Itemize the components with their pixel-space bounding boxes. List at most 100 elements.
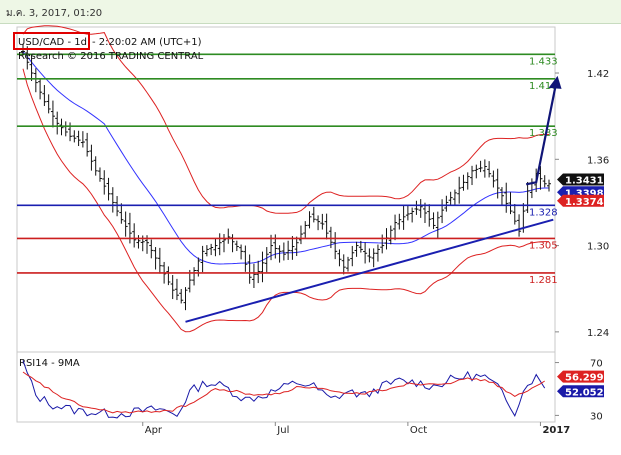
price-bar [72,130,77,143]
level-label: 1.305 [529,240,558,251]
level-label: 1.416 [529,81,558,92]
price-bar [508,192,513,215]
rsi-value-tag-box [557,370,604,383]
price-bar [401,206,406,230]
price-bars [21,43,551,311]
price-bar [166,266,171,286]
price-bar [298,225,303,245]
rsi-y-tick-label: 70 [590,359,603,370]
price-bar [525,181,530,214]
price-bar [367,248,372,263]
x-tick-label: Jul [276,425,289,436]
price-bar [170,275,175,300]
price-bar [452,189,457,206]
price-bar [221,234,226,253]
price-bar [495,168,500,199]
price-bar [465,172,470,190]
price-bar [474,164,479,179]
x-tick-label: Apr [145,425,163,436]
price-bar [354,241,359,257]
bollinger-upper-band [22,25,550,214]
price-bar [418,199,423,218]
symbol-label: USD/CAD - 1d [18,37,87,48]
price-bar [397,213,402,230]
price-bar [106,177,111,201]
credit-label: Research © 2016 TRADING CENTRAL [18,51,204,62]
bollinger-lower-band [22,68,549,333]
price-bar [427,204,432,227]
projection-arrow-head [548,75,562,89]
price-tag-label: 1.33985 [565,188,611,199]
price-bar [209,243,214,256]
price-bar [247,254,252,284]
price-bar [341,254,346,275]
price-bar [311,206,316,223]
price-y-tick-label: 1.42 [587,69,609,80]
price-bar [264,247,269,273]
price-bar [333,232,338,260]
price-bar [256,260,261,284]
price-bar [251,263,256,288]
price-bar [346,256,351,272]
price-bar [337,249,342,267]
price-bar [482,159,487,178]
price-bar [119,203,124,224]
price-tag: 1.34316 [557,173,611,187]
price-tag-label: 1.33741 [565,197,611,208]
price-bar [499,187,504,206]
price-bar [204,245,209,257]
rsi-series-rsi14 [22,360,546,419]
price-bar [435,211,440,239]
price-bar [504,182,509,213]
price-bar [234,240,239,252]
price-bar [85,132,90,157]
price-bar [33,68,38,93]
date-bar: ม.ค. 3, 2017, 01:20 [0,0,621,24]
rsi-value-tag: 52.0522 [557,385,611,398]
price-bar [363,242,368,264]
rsi-panel-frame [16,351,556,423]
price-bar [132,223,137,248]
price-bar [213,238,218,257]
price-bar [448,191,453,206]
price-bar [371,248,376,268]
price-bar [491,170,496,188]
symbol-highlight-box [13,32,90,50]
price-bar [93,156,98,176]
price-bar [277,245,282,263]
price-bar [324,213,329,240]
price-bar [226,228,231,244]
price-bar [529,178,534,199]
price-y-tick-label: 1.36 [587,155,609,166]
date-time-label: ม.ค. 3, 2017, 01:20 [6,8,103,19]
x-tick-label: 2017 [542,425,570,436]
price-bar [487,161,492,178]
price-bar [217,233,222,256]
price-y-tick-label: 1.30 [587,242,609,253]
price-bar [63,121,68,137]
price-bar [230,234,235,253]
price-bar [97,167,102,182]
price-bar [281,242,286,261]
price-bar [239,244,244,260]
price-bar [183,287,188,311]
price-bar [358,240,363,253]
rsi-value-tag: 56.2998 [557,370,611,384]
projection-arrow-shaft [525,85,557,186]
price-bar [174,278,179,301]
price-bar [444,195,449,212]
price-bar [42,85,47,107]
price-bar [461,174,466,191]
price-bar [542,175,547,188]
x-tick-label: Oct [410,425,427,436]
price-bar [50,100,55,128]
price-bar [76,130,81,147]
price-bar [457,176,462,204]
price-bar [110,187,115,213]
price-bar [320,213,325,230]
price-bar [38,78,43,100]
rsi-value-tag-label: 52.0522 [565,387,611,398]
price-bar [260,251,265,283]
